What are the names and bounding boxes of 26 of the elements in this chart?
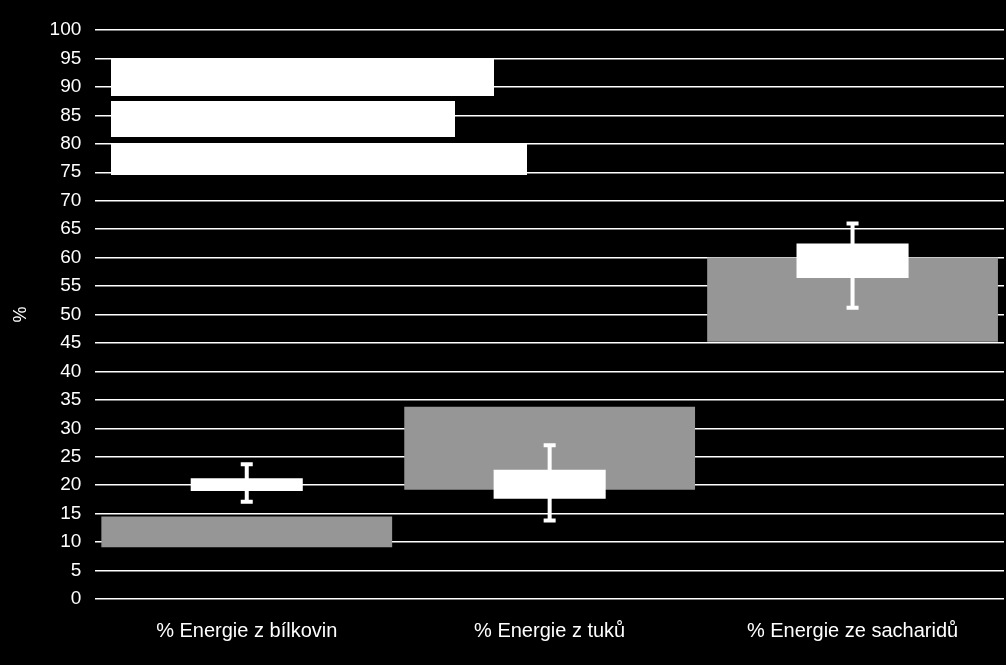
y-tick-label: 100 (49, 18, 82, 40)
y-tick-label: 75 (60, 160, 82, 182)
y-tick-label: 55 (60, 274, 82, 296)
y-tick-label: 70 (60, 188, 82, 210)
bar (101, 516, 393, 548)
y-tick-label: 20 (60, 473, 82, 495)
y-tick-label: 95 (60, 46, 82, 68)
y-tick-label: 80 (60, 132, 82, 154)
y-tick-label: 35 (60, 388, 82, 410)
y-tick-label: 90 (60, 75, 82, 97)
y-tick-label: 40 (60, 359, 82, 381)
y-tick-label: 50 (60, 302, 82, 324)
x-tick-label: % Energie ze sacharidů (746, 618, 959, 641)
y-tick-label: 45 (60, 331, 82, 353)
y-tick-label: 5 (70, 558, 82, 580)
y-tick-label: 60 (60, 245, 82, 267)
x-tick-label: % Energie z bílkovin (156, 618, 338, 641)
y-tick-label: 65 (60, 217, 82, 239)
x-tick-label: % Energie z tuků (474, 618, 626, 641)
y-tick-label: 10 (60, 530, 82, 552)
y-tick-label: 85 (60, 103, 82, 125)
y-tick-label: 25 (60, 444, 82, 466)
y-axis-title: % (9, 306, 30, 323)
y-tick-label: 30 (60, 416, 82, 438)
y-tick-label: 15 (60, 501, 82, 523)
y-tick-label: 0 (70, 587, 82, 609)
